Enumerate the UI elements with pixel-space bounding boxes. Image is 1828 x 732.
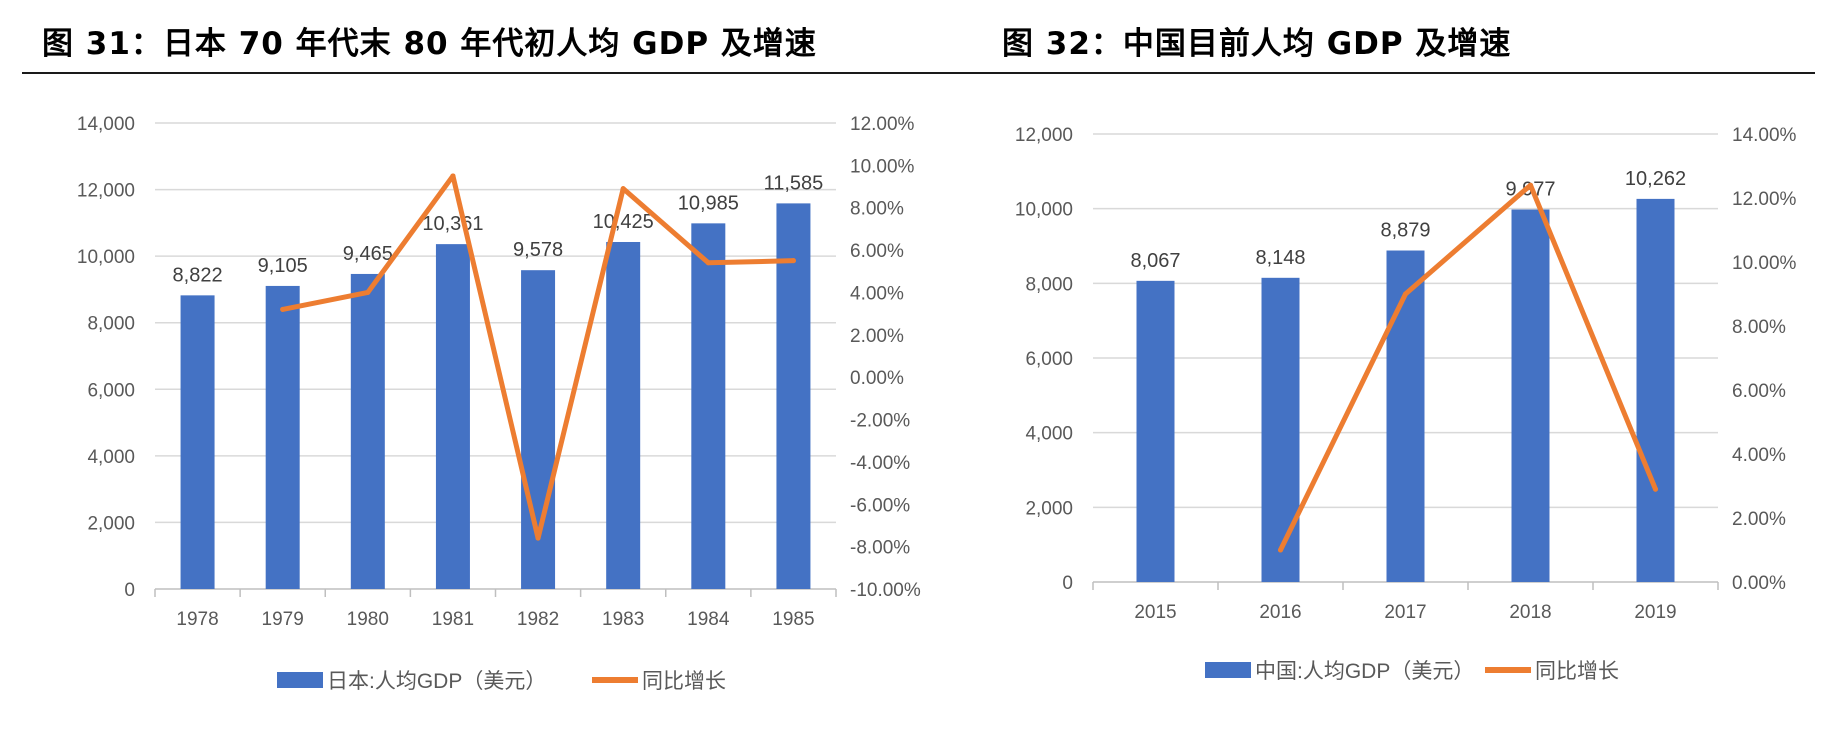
y-right-tick-label: 2.00% bbox=[850, 326, 904, 347]
bar-data-label: 8,879 bbox=[1380, 220, 1430, 242]
bar bbox=[606, 241, 641, 589]
y-right-tick-label: 0.00% bbox=[1732, 573, 1786, 594]
legend-bar-swatch bbox=[1205, 662, 1251, 678]
bar bbox=[521, 270, 556, 589]
y-right-tick-label: -2.00% bbox=[850, 411, 910, 432]
y-right-tick-label: 6.00% bbox=[850, 241, 904, 262]
chart-32: 0 2,000 4,000 6,000 8,000 10,000 12,000 0.00% 2.… bbox=[1015, 125, 1797, 683]
bar bbox=[180, 295, 215, 589]
bar bbox=[691, 223, 726, 589]
y-left-tick-label: 2,000 bbox=[1025, 498, 1073, 519]
bar-data-label: 8,148 bbox=[1255, 247, 1305, 269]
y-left-tick-label: 8,000 bbox=[1025, 274, 1073, 295]
chart-31: 0 2,000 4,000 6,000 8,000 10,000 12,000 14,000 -… bbox=[77, 114, 921, 693]
growth-point bbox=[535, 535, 541, 541]
bar bbox=[350, 273, 385, 589]
x-tick-label: 1978 bbox=[176, 609, 218, 630]
y-left-tick-label: 4,000 bbox=[87, 447, 135, 468]
y-right-tick-label: -10.00% bbox=[850, 580, 921, 601]
y-right-tick-label: 2.00% bbox=[1732, 509, 1786, 530]
y-right-tick-label: 0.00% bbox=[850, 368, 904, 389]
x-tick-label: 1979 bbox=[262, 609, 304, 630]
x-tick-label: 1981 bbox=[432, 609, 474, 630]
x-tick-label: 2019 bbox=[1634, 602, 1676, 623]
bar-data-label: 9,465 bbox=[343, 243, 393, 265]
growth-point bbox=[280, 306, 286, 312]
x-tick-label: 2016 bbox=[1259, 602, 1301, 623]
x-tick-label: 2015 bbox=[1134, 602, 1176, 623]
y-right-tick-label: 12.00% bbox=[1732, 189, 1797, 210]
y-left-tick-label: 0 bbox=[1062, 573, 1073, 594]
growth-point bbox=[1403, 291, 1408, 297]
bar-data-label: 10,985 bbox=[678, 192, 739, 214]
y-right-tick-label: -8.00% bbox=[850, 538, 910, 559]
x-tick-label: 1980 bbox=[347, 609, 389, 630]
bar bbox=[776, 203, 811, 589]
y-right-tick-label: 10.00% bbox=[850, 156, 915, 177]
bar bbox=[265, 285, 300, 589]
bar-data-label: 8,822 bbox=[173, 264, 223, 286]
title-divider bbox=[22, 72, 1815, 74]
x-tick-label: 2018 bbox=[1509, 602, 1551, 623]
y-right-tick-label: 8.00% bbox=[1732, 317, 1786, 338]
x-tick-label: 1984 bbox=[687, 609, 730, 630]
y-right-tick-label: -6.00% bbox=[850, 495, 910, 516]
y-right-tick-label: 12.00% bbox=[850, 114, 915, 135]
x-tick-label: 1983 bbox=[602, 609, 644, 630]
y-right-tick-label: 10.00% bbox=[1732, 253, 1797, 274]
growth-point bbox=[705, 260, 711, 266]
y-left-tick-label: 8,000 bbox=[87, 314, 135, 335]
y-right-tick-label: 8.00% bbox=[850, 199, 904, 220]
y-left-tick-label: 10,000 bbox=[1015, 200, 1073, 221]
y-right-tick-label: 4.00% bbox=[850, 283, 904, 304]
growth-point bbox=[365, 289, 371, 295]
y-left-tick-label: 10,000 bbox=[77, 247, 135, 268]
growth-line bbox=[1278, 182, 1658, 553]
y-right-tick-label: 14.00% bbox=[1732, 125, 1797, 146]
y-right-tick-label: -4.00% bbox=[850, 453, 910, 474]
growth-point bbox=[790, 258, 796, 264]
bar-data-label: 11,585 bbox=[764, 172, 824, 194]
y-left-tick-label: 12,000 bbox=[1015, 125, 1073, 146]
figure-31-title: 图 31：日本 70 年代末 80 年代初人均 GDP 及增速 bbox=[42, 26, 817, 62]
y-left-tick-label: 6,000 bbox=[1025, 349, 1073, 370]
bar-data-label: 9,105 bbox=[258, 255, 308, 277]
y-left-tick-label: 4,000 bbox=[1025, 424, 1073, 445]
figure-32-title: 图 32：中国目前人均 GDP 及增速 bbox=[1002, 26, 1512, 62]
bar-data-label: 10,262 bbox=[1625, 168, 1686, 190]
growth-point bbox=[1278, 547, 1283, 553]
growth-point bbox=[450, 173, 456, 179]
growth-point bbox=[1528, 182, 1533, 188]
x-tick-label: 1985 bbox=[772, 609, 814, 630]
growth-point bbox=[620, 186, 626, 192]
legend-bar-label: 中国:人均GDP（美元） bbox=[1255, 660, 1474, 683]
legend-bar-swatch bbox=[277, 672, 323, 688]
legend-bar-label: 日本:人均GDP（美元） bbox=[327, 670, 546, 693]
y-left-tick-label: 12,000 bbox=[77, 181, 135, 202]
bar bbox=[1261, 277, 1300, 582]
bar-data-label: 9,578 bbox=[513, 239, 563, 261]
bar bbox=[1386, 250, 1425, 582]
x-tick-label: 1982 bbox=[517, 609, 559, 630]
legend-line-label: 同比增长 bbox=[1535, 660, 1619, 683]
bar bbox=[1136, 280, 1175, 582]
bar-data-label: 10,425 bbox=[593, 211, 654, 233]
y-left-tick-label: 14,000 bbox=[77, 114, 135, 135]
bar bbox=[435, 244, 470, 589]
y-right-tick-label: 6.00% bbox=[1732, 381, 1786, 402]
bar bbox=[1511, 209, 1550, 582]
x-tick-label: 2017 bbox=[1384, 602, 1426, 623]
y-left-tick-label: 2,000 bbox=[87, 513, 135, 534]
bar-data-label: 10,361 bbox=[422, 213, 483, 235]
bar-data-label: 8,067 bbox=[1130, 250, 1180, 272]
y-right-tick-label: 4.00% bbox=[1732, 445, 1786, 466]
y-left-tick-label: 6,000 bbox=[87, 380, 135, 401]
legend-line-label: 同比增长 bbox=[642, 670, 726, 693]
growth-point bbox=[1653, 486, 1658, 492]
bar bbox=[1636, 198, 1675, 583]
y-left-tick-label: 0 bbox=[124, 580, 135, 601]
